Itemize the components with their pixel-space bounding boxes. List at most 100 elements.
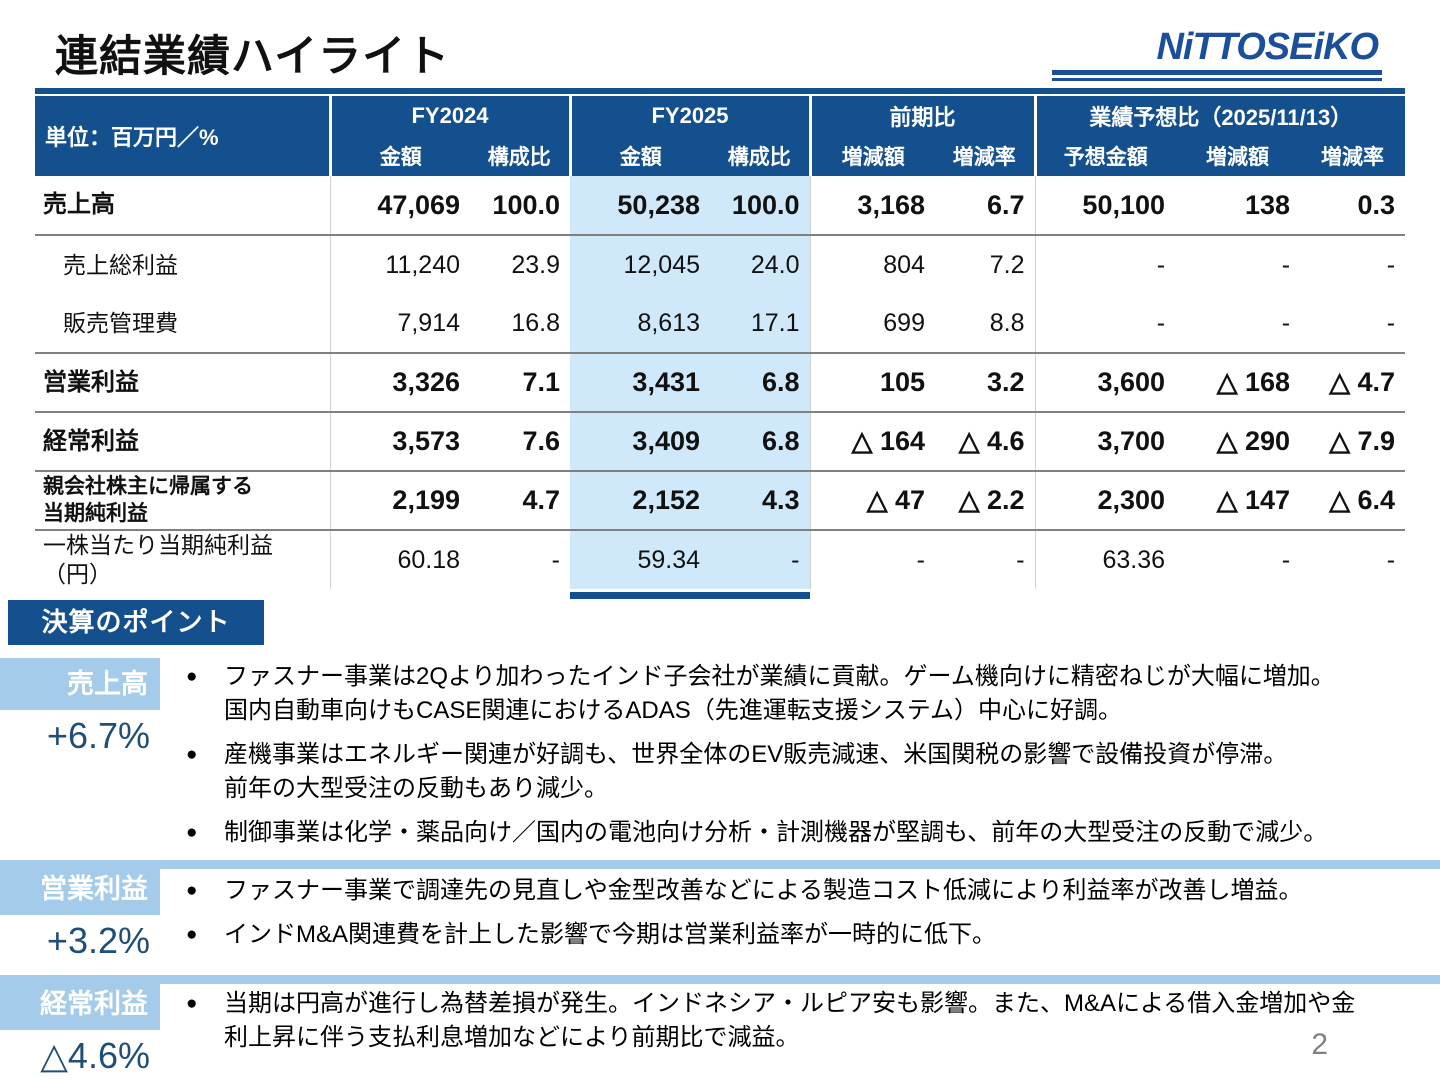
col-header-forecast-amount: 予想金額	[1033, 136, 1176, 176]
section-label: 売上高	[0, 658, 160, 710]
cell-yoy-rate: 8.8	[935, 294, 1036, 354]
col-header-forecast-rate: 増減率	[1300, 136, 1406, 176]
bullet-item: ● 制御事業は化学・薬品向け／国内の電池向け分析・計測機器が堅調も、前年の大型受注…	[186, 816, 1430, 850]
cell-fy2025-ratio: 100.0	[710, 176, 810, 236]
cell-fy2024-amount: 7,914	[329, 294, 470, 354]
section-label: 営業利益	[0, 860, 160, 915]
cell-forecast-amount: 3,700	[1034, 412, 1176, 472]
cell-fy2025-amount: 2,152	[570, 471, 710, 531]
bullet-text: 制御事業は化学・薬品向け／国内の電池向け分析・計測機器が堅調も、前年の大型受注の…	[224, 819, 1328, 846]
row-label: 親会社株主に帰属する 当期純利益	[35, 471, 330, 531]
col-header-yoy-diff: 増減額	[808, 136, 935, 176]
col-header-fy2025-amount: 金額	[568, 136, 710, 176]
cell-fy2025-amount: 59.34	[570, 530, 710, 589]
row-label: 売上高	[35, 176, 330, 236]
cell-yoy-diff: △ 47	[809, 471, 935, 531]
cell-fy2025-ratio: 6.8	[710, 412, 810, 472]
cell-forecast-rate: △ 4.7	[1300, 353, 1406, 413]
cell-fy2024-ratio: 4.7	[470, 471, 570, 531]
cell-yoy-diff: -	[809, 530, 935, 589]
cell-forecast-diff: -	[1175, 294, 1301, 354]
section-change: △4.6%	[40, 1035, 150, 1076]
bullet-icon: ●	[186, 666, 198, 687]
cell-forecast-amount: 2,300	[1034, 471, 1176, 531]
col-header-forecast-diff: 増減額	[1175, 136, 1301, 176]
cell-fy2024-ratio: 7.1	[470, 353, 570, 413]
cell-yoy-diff: △ 164	[809, 412, 935, 472]
points-sections: 売上高 +6.7% ● ファスナー事業は2Qより加わったインド子会社が業績に貢献。ゲー…	[0, 652, 1440, 1077]
cell-yoy-diff: 105	[809, 353, 935, 413]
table-body: 売上高 47,069 100.0 50,238 100.0 3,168 6.7 50,100 1…	[35, 176, 1406, 589]
cell-fy2024-amount: 11,240	[329, 235, 470, 294]
cell-forecast-diff: △ 147	[1175, 471, 1301, 531]
section-divider	[0, 975, 1440, 984]
col-header-yoy-rate: 増減率	[935, 136, 1036, 176]
col-group-forecast: 業績予想比（2025/11/13）	[1033, 96, 1406, 136]
cell-fy2025-ratio: 6.8	[710, 353, 810, 413]
cell-yoy-rate: -	[1016, 545, 1025, 574]
row-label: 販売管理費	[35, 294, 330, 354]
point-section-1: 営業利益 +3.2% ● ファスナー事業で調達先の見直しや金型改善などによる製造コスト…	[0, 860, 1440, 975]
bullet-text: 産機事業はエネルギー関連が好調も、世界全体のEV販売減速、米国関税の影響で設備投…	[224, 741, 1288, 802]
point-section-2: 経常利益 △4.6% ● 当期は円高が進行し為替差損が発生。インドネシア・ルピア安も影…	[0, 975, 1440, 1077]
cell-fy2025-ratio: 17.1	[710, 294, 810, 354]
table-row: 売上高 47,069 100.0 50,238 100.0 3,168 6.7 50,100 1…	[35, 176, 1406, 236]
cell-forecast-diff: △ 290	[1175, 412, 1301, 472]
cell-forecast-diff: -	[1281, 545, 1291, 574]
cell-fy2024-ratio: 100.0	[470, 176, 570, 236]
fy2025-column-cap	[570, 592, 810, 599]
cell-fy2024-amount: 2,199	[329, 471, 470, 531]
bullet-item: ● ファスナー事業で調達先の見直しや金型改善などによる製造コスト低減により利益率が…	[186, 874, 1430, 908]
table-row: 一株当たり当期純利益（円） 60.18-59.34- - -63.36- -	[35, 530, 1405, 589]
col-header-fy2024-ratio: 構成比	[470, 136, 570, 176]
cell-forecast-amount: 63.36	[1034, 530, 1176, 589]
cell-fy2025-amount: 12,045	[570, 235, 710, 294]
bullet-item: ● ファスナー事業は2Qより加わったインド子会社が業績に貢献。ゲーム機向けに精密ね…	[186, 660, 1430, 728]
row-label: 売上総利益	[63, 251, 178, 278]
cell-fy2024-ratio: 23.9	[511, 250, 560, 279]
cell-fy2025-ratio: -	[710, 530, 810, 589]
col-group-yoy: 前期比	[808, 96, 1036, 136]
logo-underline-thin	[1052, 78, 1382, 81]
bullet-icon: ●	[186, 924, 198, 945]
cell-fy2024-ratio: 16.8	[470, 294, 570, 354]
cell-yoy-rate: 6.7	[935, 176, 1036, 236]
cell-fy2025-ratio: 24.0	[710, 235, 810, 294]
cell-yoy-rate: 3.2	[935, 353, 1036, 413]
cell-fy2025-ratio: 4.3	[710, 471, 810, 531]
cell-forecast-diff: 138	[1175, 176, 1301, 236]
page-title: 連結業績ハイライト	[55, 33, 451, 81]
points-heading: 決算のポイント	[8, 600, 264, 645]
cell-forecast-rate: -	[1386, 545, 1396, 574]
cell-forecast-amount: -	[1034, 235, 1176, 294]
cell-fy2025-amount: 8,613	[570, 294, 710, 354]
cell-fy2025-amount: 3,431	[570, 353, 710, 413]
table-row: 販売管理費 7,914 16.8 8,613 17.1 699 8.8- - -	[35, 294, 1406, 354]
cell-fy2024-amount: 3,326	[329, 353, 470, 413]
row-label: 一株当たり当期純利益（円）	[43, 532, 273, 587]
bullet-text: インドM&A関連費を計上した影響で今期は営業利益率が一時的に低下。	[224, 921, 997, 948]
financial-highlights-table: 単位：百万円／% FY2024 FY2025 前期比 業績予想比（2025/11…	[35, 96, 1406, 589]
bullet-icon: ●	[186, 993, 198, 1014]
cell-fy2024-amount: 47,069	[329, 176, 470, 236]
company-logo-text: NiTTOSEiKO	[1156, 26, 1379, 68]
cell-fy2025-amount: 50,238	[570, 176, 710, 236]
cell-yoy-diff: 804	[809, 235, 935, 294]
cell-forecast-diff: △ 168	[1175, 353, 1301, 413]
unit-label: 単位：百万円／%	[35, 96, 330, 176]
logo-underline-thick	[1052, 70, 1382, 75]
cell-forecast-rate: -	[1386, 250, 1396, 279]
bullet-item: ● 産機事業はエネルギー関連が好調も、世界全体のEV販売減速、米国関税の影響で設備…	[186, 738, 1430, 806]
title-divider	[35, 88, 1405, 94]
section-change: +3.2%	[46, 920, 150, 961]
col-header-fy2024-amount: 金額	[328, 136, 470, 176]
cell-fy2024-amount: 3,573	[329, 412, 470, 472]
cell-forecast-rate: △ 7.9	[1300, 412, 1406, 472]
bullet-text: ファスナー事業は2Qより加わったインド子会社が業績に貢献。ゲーム機向けに精密ねじ…	[224, 663, 1335, 724]
row-label: 営業利益	[35, 353, 330, 413]
cell-fy2024-amount: 60.18	[329, 530, 470, 589]
bullet-item: ● 当期は円高が進行し為替差損が発生。インドネシア・ルピア安も影響。また、M&Aに…	[186, 987, 1430, 1055]
bullet-icon: ●	[186, 744, 198, 765]
table-row: 親会社株主に帰属する 当期純利益 2,199 4.7 2,152 4.3 △ 47 △ 2.…	[35, 471, 1406, 531]
cell-forecast-amount: -	[1034, 294, 1176, 354]
